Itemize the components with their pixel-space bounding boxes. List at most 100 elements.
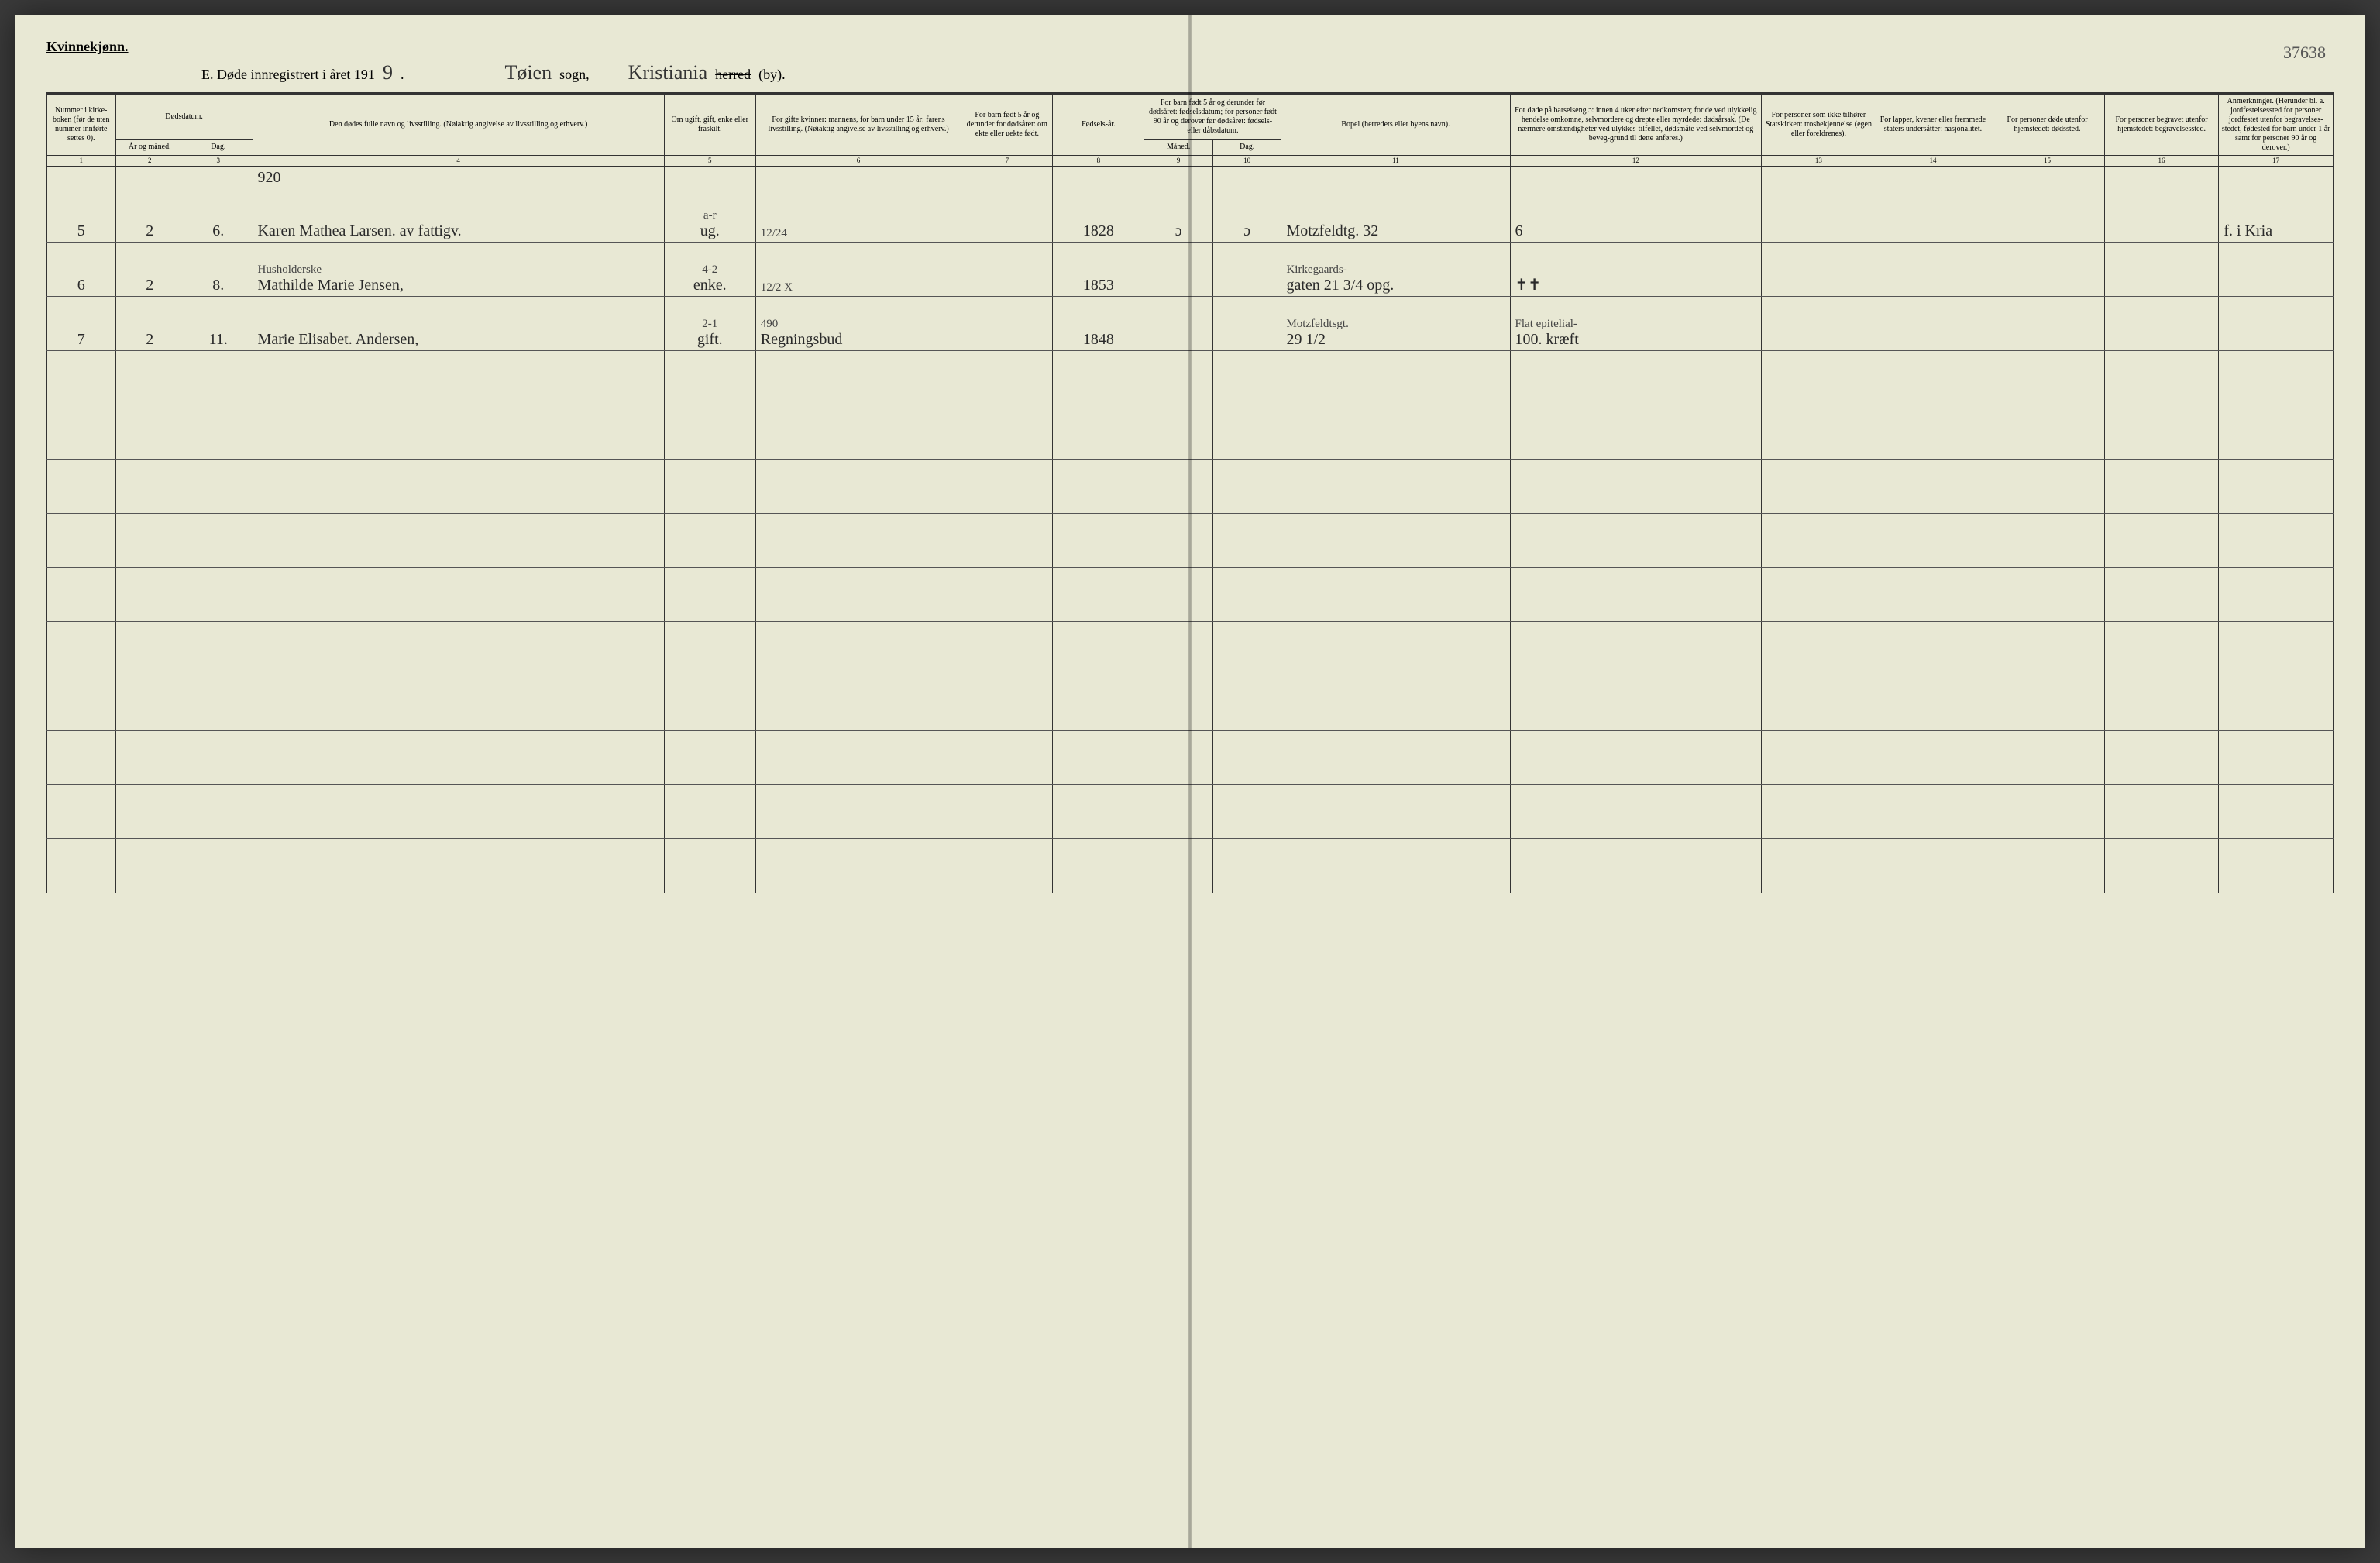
table-cell xyxy=(961,839,1053,893)
column-number: 2 xyxy=(115,156,184,167)
table-cell xyxy=(1990,167,2105,188)
table-cell xyxy=(1212,167,1281,188)
table-cell xyxy=(1281,514,1510,568)
table-cell: ɔ xyxy=(1144,188,1213,243)
table-cell xyxy=(184,460,253,514)
table-cell xyxy=(1510,167,1762,188)
table-cell xyxy=(961,622,1053,676)
table-cell xyxy=(47,622,116,676)
table-cell xyxy=(664,405,755,460)
table-cell xyxy=(2219,405,2334,460)
table-cell xyxy=(755,785,961,839)
table-cell: Kirkegaards-gaten 21 3/4 opg. xyxy=(1281,243,1510,297)
table-cell xyxy=(1990,243,2105,297)
table-cell xyxy=(1144,622,1213,676)
col-header: Den dødes fulle navn og livsstilling. (N… xyxy=(253,95,664,156)
table-cell xyxy=(47,839,116,893)
table-cell xyxy=(253,785,664,839)
table-cell xyxy=(184,731,253,785)
table-cell: Motzfeldtg. 32 xyxy=(1281,188,1510,243)
table-cell xyxy=(664,839,755,893)
table-cell xyxy=(1876,785,1990,839)
table-cell xyxy=(1212,731,1281,785)
column-number: 5 xyxy=(664,156,755,167)
table-cell xyxy=(1281,731,1510,785)
table-cell xyxy=(1762,167,1876,188)
table-cell xyxy=(2219,167,2334,188)
table-cell xyxy=(2104,568,2219,622)
table-cell xyxy=(961,405,1053,460)
table-cell xyxy=(1281,676,1510,731)
table-cell xyxy=(1053,676,1144,731)
table-cell xyxy=(961,568,1053,622)
table-cell: Flat epitelial-100. kræft xyxy=(1510,297,1762,351)
table-cell xyxy=(1876,568,1990,622)
table-cell xyxy=(1510,622,1762,676)
table-cell: HusholderskeMathilde Marie Jensen, xyxy=(253,243,664,297)
table-cell xyxy=(1990,568,2105,622)
table-cell xyxy=(1053,351,1144,405)
table-cell xyxy=(1876,188,1990,243)
table-cell xyxy=(1212,460,1281,514)
table-cell xyxy=(184,839,253,893)
table-cell xyxy=(664,731,755,785)
table-cell xyxy=(115,785,184,839)
table-cell xyxy=(664,622,755,676)
table-cell xyxy=(1762,405,1876,460)
col-header: For barn født 5 år og derunder før dødså… xyxy=(1144,95,1281,140)
page-number: 37638 xyxy=(2283,43,2326,63)
table-cell xyxy=(2219,622,2334,676)
table-cell xyxy=(1053,514,1144,568)
table-cell xyxy=(1053,460,1144,514)
column-number: 10 xyxy=(1212,156,1281,167)
table-cell xyxy=(2104,405,2219,460)
table-cell xyxy=(1876,297,1990,351)
table-cell xyxy=(1053,731,1144,785)
table-cell xyxy=(664,785,755,839)
column-number: 8 xyxy=(1053,156,1144,167)
table-cell xyxy=(1876,405,1990,460)
table-cell xyxy=(184,622,253,676)
table-cell xyxy=(115,460,184,514)
table-cell xyxy=(1762,731,1876,785)
table-cell xyxy=(1144,405,1213,460)
table-cell xyxy=(1990,839,2105,893)
table-cell xyxy=(1990,460,2105,514)
col-header: Bopel (herredets eller byens navn). xyxy=(1281,95,1510,156)
parish-hand: Tøien xyxy=(504,61,552,84)
table-cell xyxy=(1876,839,1990,893)
table-cell xyxy=(1990,351,2105,405)
table-cell xyxy=(184,351,253,405)
table-cell xyxy=(184,785,253,839)
table-cell xyxy=(1281,460,1510,514)
table-cell xyxy=(1144,243,1213,297)
table-cell xyxy=(1212,785,1281,839)
book-spine xyxy=(1188,15,1192,1548)
table-cell xyxy=(1510,568,1762,622)
table-cell xyxy=(2219,351,2334,405)
city-hand: Kristiania xyxy=(628,61,708,84)
table-cell xyxy=(2104,460,2219,514)
table-cell xyxy=(253,405,664,460)
table-cell xyxy=(115,351,184,405)
table-cell: 490Regningsbud xyxy=(755,297,961,351)
table-cell xyxy=(1281,568,1510,622)
table-cell xyxy=(961,188,1053,243)
register-page: Kvinnekjønn. E. Døde innregistrert i åre… xyxy=(15,15,2365,1548)
table-cell: 2 xyxy=(115,188,184,243)
table-cell xyxy=(961,167,1053,188)
table-cell xyxy=(2219,676,2334,731)
table-cell: Karen Mathea Larsen. av fattigv. xyxy=(253,188,664,243)
column-number: 12 xyxy=(1510,156,1762,167)
table-cell: 5 xyxy=(47,188,116,243)
table-cell xyxy=(47,731,116,785)
title-line: E. Døde innregistrert i året 191 9 . Tøi… xyxy=(201,61,2334,84)
table-cell xyxy=(1281,785,1510,839)
table-cell xyxy=(664,568,755,622)
table-cell xyxy=(1876,243,1990,297)
col-subheader: Dag. xyxy=(1212,139,1281,155)
table-cell xyxy=(755,405,961,460)
table-cell xyxy=(1144,785,1213,839)
table-cell xyxy=(961,514,1053,568)
table-cell xyxy=(47,351,116,405)
